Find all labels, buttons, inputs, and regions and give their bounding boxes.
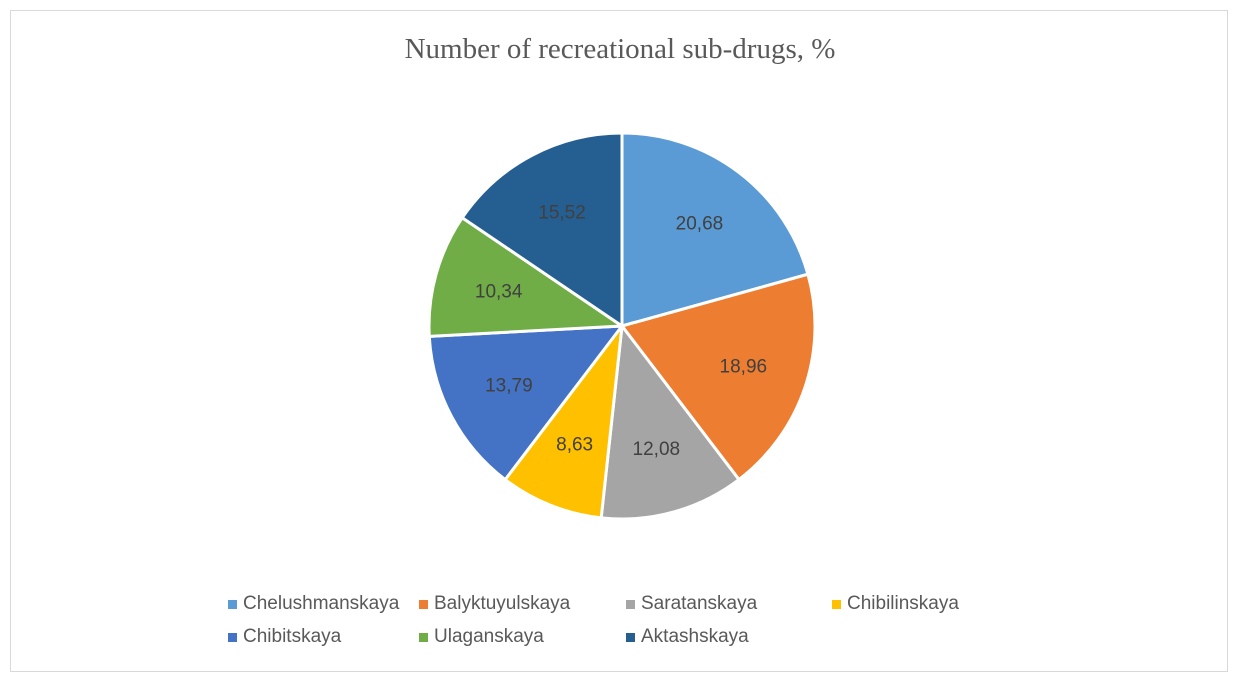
data-label-saratanskaya: 12,08: [633, 439, 681, 460]
legend-swatch: [419, 599, 428, 609]
legend-swatch: [626, 599, 635, 609]
legend-swatch: [228, 599, 237, 609]
pie-slice-ulaganskaya: [427, 216, 624, 338]
pie-slice-chibitskaya: [427, 324, 624, 482]
legend-item-chibitskaya: Chibitskaya: [228, 626, 341, 648]
data-label-balyktuyulskaya: 18,96: [720, 356, 768, 377]
pie-slice-chibilinskaya: [503, 324, 624, 520]
legend-label: Chibitskaya: [243, 626, 342, 647]
legend-swatch: [419, 632, 428, 642]
pie-slice-aktashskaya: [460, 131, 624, 328]
pie-slice-saratanskaya: [599, 324, 741, 521]
legend-item-saratanskaya: Saratanskaya: [626, 593, 757, 615]
data-label-chibitskaya: 13,79: [485, 375, 533, 396]
legend-swatch: [228, 632, 237, 642]
legend-label: Ulaganskaya: [434, 626, 544, 647]
legend-label: Aktashskaya: [641, 626, 749, 647]
legend-swatch: [832, 599, 841, 609]
legend-label: Balyktuyulskaya: [434, 593, 571, 614]
legend-label: Saratanskaya: [641, 593, 758, 614]
legend-row-2: Chibitskaya Ulaganskaya Aktashskaya: [228, 626, 988, 659]
data-label-ulaganskaya: 10,34: [475, 281, 523, 302]
pie-slice-balyktuyulskaya: [620, 272, 817, 482]
legend-row-1: Chelushmanskaya Balyktuyulskaya Saratans…: [228, 593, 988, 626]
legend-label: Chibilinskaya: [847, 593, 959, 614]
chart-title: Number of recreational sub-drugs, %: [404, 33, 836, 65]
pie-slice-chelushmanskaya: [620, 131, 810, 328]
legend-item-chibilinskaya: Chibilinskaya: [832, 593, 959, 615]
legend-label: Chelushmanskaya: [243, 593, 400, 614]
data-label-aktashskaya: 15,52: [538, 202, 586, 223]
legend-item-chelushmanskaya: Chelushmanskaya: [228, 593, 399, 615]
legend-item-ulaganskaya: Ulaganskaya: [419, 626, 544, 648]
data-label-chelushmanskaya: 20,68: [676, 214, 724, 235]
legend-swatch: [626, 632, 635, 642]
legend-item-balyktuyulskaya: Balyktuyulskaya: [419, 593, 570, 615]
data-label-chibilinskaya: 8,63: [556, 434, 593, 455]
legend-item-aktashskaya: Aktashskaya: [626, 626, 749, 648]
legend: Chelushmanskaya Balyktuyulskaya Saratans…: [228, 593, 988, 659]
